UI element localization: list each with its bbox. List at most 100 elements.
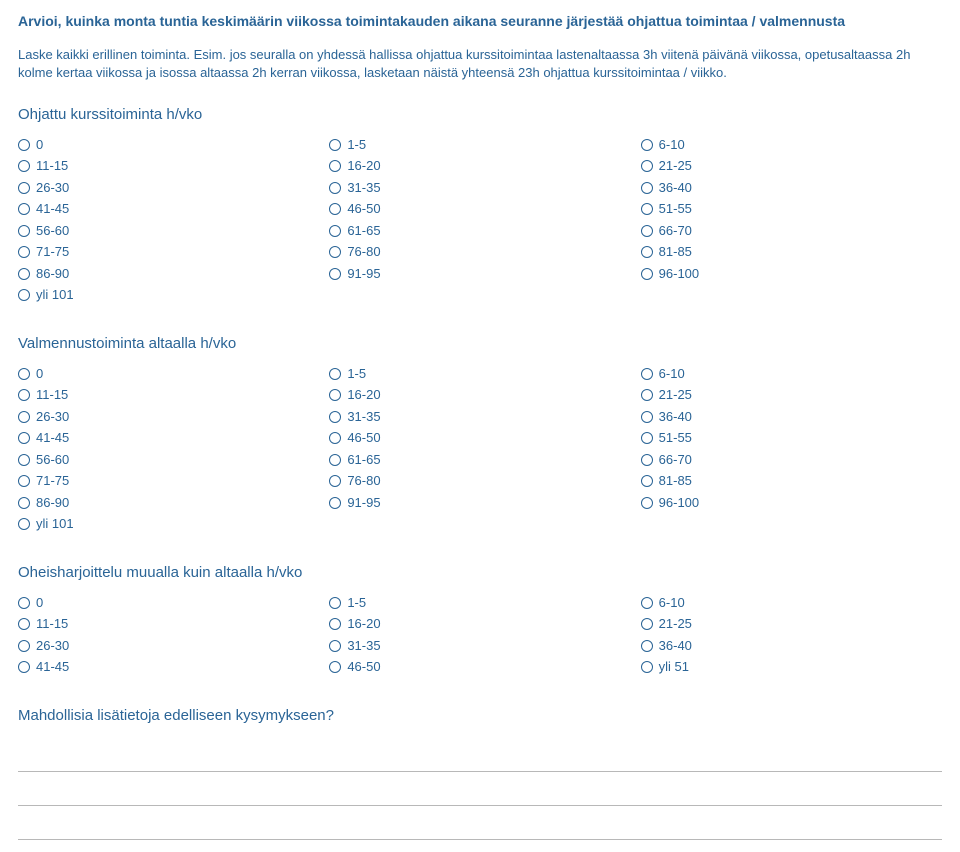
radio-option[interactable]: 6-10: [641, 135, 942, 155]
radio-label: 0: [36, 364, 43, 384]
radio-label: 46-50: [347, 657, 380, 677]
radio-option[interactable]: 11-15: [18, 614, 319, 634]
radio-option[interactable]: 76-80: [329, 242, 630, 262]
radio-option[interactable]: 21-25: [641, 614, 942, 634]
radio-option[interactable]: yli 101: [18, 514, 319, 534]
radio-option[interactable]: 91-95: [329, 493, 630, 513]
text-line[interactable]: [18, 738, 942, 772]
radio-option[interactable]: yli 101: [18, 285, 319, 305]
radio-option[interactable]: 41-45: [18, 428, 319, 448]
radio-label: 56-60: [36, 450, 69, 470]
radio-label: 16-20: [347, 156, 380, 176]
radio-option[interactable]: 61-65: [329, 450, 630, 470]
radio-option[interactable]: 31-35: [329, 636, 630, 656]
radio-option[interactable]: 46-50: [329, 657, 630, 677]
radio-option[interactable]: 0: [18, 364, 319, 384]
radio-option[interactable]: 16-20: [329, 614, 630, 634]
radio-icon: [329, 432, 341, 444]
radio-option[interactable]: 56-60: [18, 450, 319, 470]
radio-option[interactable]: 91-95: [329, 264, 630, 284]
radio-label: 76-80: [347, 471, 380, 491]
radio-option[interactable]: 21-25: [641, 385, 942, 405]
radio-option[interactable]: 66-70: [641, 221, 942, 241]
radio-option[interactable]: 76-80: [329, 471, 630, 491]
radio-option[interactable]: 1-5: [329, 364, 630, 384]
radio-icon: [18, 432, 30, 444]
radio-icon: [18, 454, 30, 466]
radio-option[interactable]: 36-40: [641, 636, 942, 656]
radio-icon: [18, 182, 30, 194]
radio-label: 86-90: [36, 493, 69, 513]
radio-option[interactable]: 1-5: [329, 135, 630, 155]
radio-icon: [641, 454, 653, 466]
radio-option[interactable]: 11-15: [18, 385, 319, 405]
radio-icon: [641, 497, 653, 509]
radio-icon: [329, 640, 341, 652]
sections-container: Ohjattu kurssitoiminta h/vko01-56-1011-1…: [18, 104, 942, 677]
radio-icon: [18, 518, 30, 530]
radio-option[interactable]: 56-60: [18, 221, 319, 241]
radio-label: 26-30: [36, 407, 69, 427]
radio-option[interactable]: 0: [18, 593, 319, 613]
radio-option[interactable]: 51-55: [641, 199, 942, 219]
radio-label: 81-85: [659, 471, 692, 491]
radio-icon: [641, 139, 653, 151]
radio-icon: [329, 203, 341, 215]
radio-option[interactable]: 66-70: [641, 450, 942, 470]
radio-label: 41-45: [36, 428, 69, 448]
text-line[interactable]: [18, 806, 942, 840]
radio-icon: [329, 454, 341, 466]
radio-label: 31-35: [347, 178, 380, 198]
radio-option[interactable]: 16-20: [329, 156, 630, 176]
radio-label: 66-70: [659, 221, 692, 241]
radio-option[interactable]: 86-90: [18, 264, 319, 284]
radio-label: 76-80: [347, 242, 380, 262]
radio-option[interactable]: 46-50: [329, 428, 630, 448]
radio-option[interactable]: 26-30: [18, 178, 319, 198]
radio-label: 46-50: [347, 428, 380, 448]
radio-option[interactable]: 26-30: [18, 407, 319, 427]
radio-option[interactable]: 61-65: [329, 221, 630, 241]
radio-option[interactable]: 41-45: [18, 199, 319, 219]
radio-option[interactable]: 6-10: [641, 364, 942, 384]
radio-option[interactable]: 1-5: [329, 593, 630, 613]
radio-option[interactable]: 51-55: [641, 428, 942, 448]
radio-option[interactable]: 21-25: [641, 156, 942, 176]
radio-option[interactable]: 71-75: [18, 471, 319, 491]
radio-option[interactable]: 36-40: [641, 407, 942, 427]
radio-option[interactable]: 11-15: [18, 156, 319, 176]
radio-option[interactable]: 0: [18, 135, 319, 155]
radio-icon: [18, 289, 30, 301]
radio-option[interactable]: 96-100: [641, 493, 942, 513]
freetext-area[interactable]: [18, 738, 942, 840]
radio-label: 1-5: [347, 364, 366, 384]
radio-label: 16-20: [347, 614, 380, 634]
radio-option[interactable]: 86-90: [18, 493, 319, 513]
radio-option[interactable]: 31-35: [329, 407, 630, 427]
radio-icon: [18, 640, 30, 652]
radio-option[interactable]: 81-85: [641, 242, 942, 262]
radio-label: 91-95: [347, 493, 380, 513]
radio-option[interactable]: 71-75: [18, 242, 319, 262]
radio-icon: [641, 182, 653, 194]
radio-option[interactable]: 36-40: [641, 178, 942, 198]
radio-icon: [18, 160, 30, 172]
radio-option[interactable]: 16-20: [329, 385, 630, 405]
section-heading: Oheisharjoittelu muualla kuin altaalla h…: [18, 562, 942, 583]
radio-label: 71-75: [36, 242, 69, 262]
radio-option[interactable]: 31-35: [329, 178, 630, 198]
radio-option[interactable]: 41-45: [18, 657, 319, 677]
radio-icon: [641, 432, 653, 444]
radio-option[interactable]: 6-10: [641, 593, 942, 613]
radio-option[interactable]: 96-100: [641, 264, 942, 284]
freetext-heading: Mahdollisia lisätietoja edelliseen kysym…: [18, 705, 942, 726]
radio-option[interactable]: yli 51: [641, 657, 942, 677]
radio-label: 71-75: [36, 471, 69, 491]
radio-option[interactable]: 46-50: [329, 199, 630, 219]
radio-option[interactable]: 26-30: [18, 636, 319, 656]
radio-label: 21-25: [659, 156, 692, 176]
text-line[interactable]: [18, 772, 942, 806]
radio-option[interactable]: 81-85: [641, 471, 942, 491]
radio-icon: [329, 182, 341, 194]
radio-label: 56-60: [36, 221, 69, 241]
